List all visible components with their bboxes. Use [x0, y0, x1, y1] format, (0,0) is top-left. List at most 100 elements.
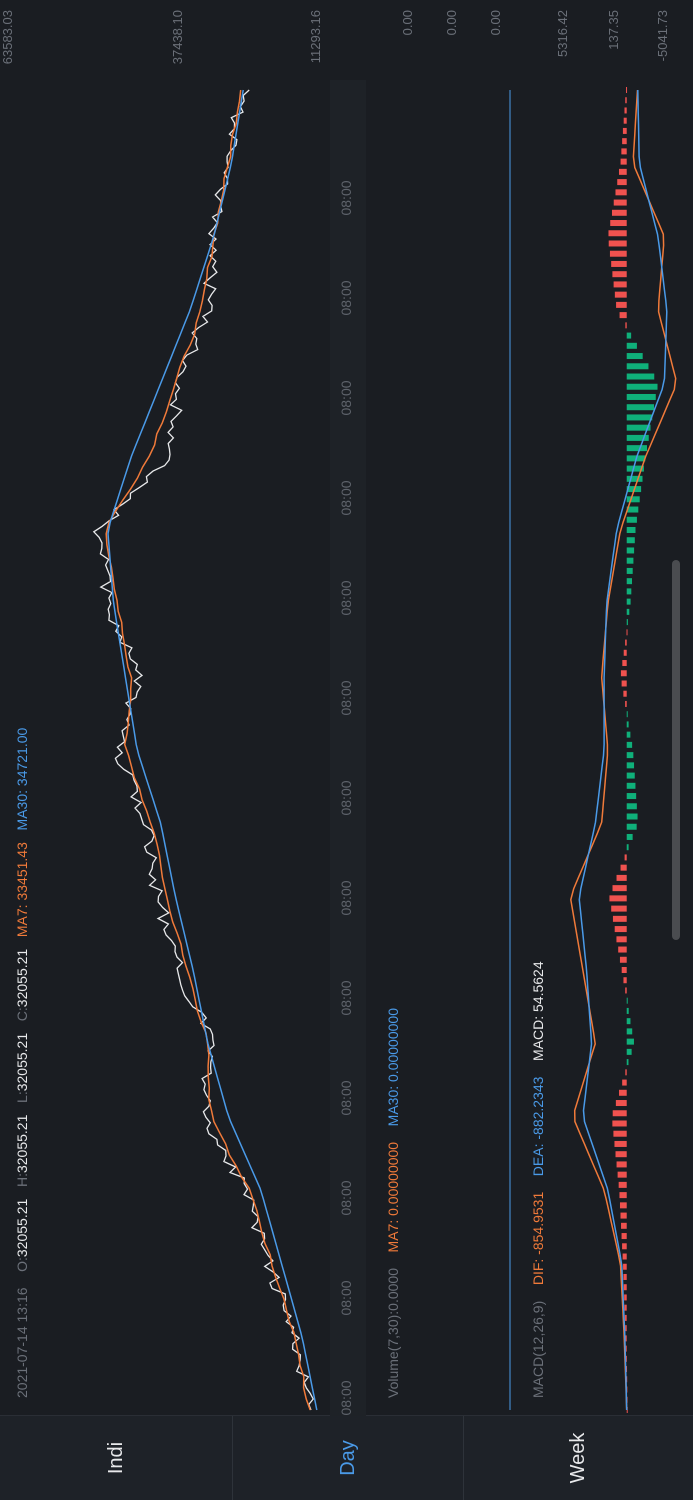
macd-histogram-bar — [613, 199, 627, 206]
macd-histogram-bar — [609, 250, 627, 257]
macd-histogram-bar — [624, 107, 627, 114]
macd-histogram-bar — [619, 1202, 627, 1209]
macd-histogram-bar — [626, 721, 629, 728]
macd-histogram-bar — [620, 158, 627, 165]
macd-histogram-bar — [626, 506, 639, 513]
macd-histogram-bar — [608, 240, 627, 247]
macd-histogram-bar — [614, 1140, 627, 1147]
macd-histogram-bar — [618, 168, 627, 175]
macd-histogram-bar — [626, 772, 635, 779]
close-line — [92, 89, 314, 1411]
macd-histogram-bar — [626, 332, 632, 339]
macd-histogram-bar — [622, 1253, 627, 1260]
macd-histogram-bar — [626, 445, 648, 452]
macd-histogram-bar — [625, 639, 627, 646]
macd-histogram-bar — [626, 782, 636, 789]
macd-histogram-bar — [626, 752, 634, 759]
macd-histogram-bar — [626, 547, 635, 554]
macd-histogram-bar — [614, 291, 627, 298]
macd-histogram-bar — [625, 97, 627, 104]
macd-histogram-bar — [619, 312, 627, 319]
macd-histogram-bar — [611, 260, 627, 267]
macd-histogram-bar — [626, 578, 633, 585]
macd-histogram-bar — [615, 1100, 627, 1107]
macd-histogram-bar — [626, 1038, 634, 1045]
macd-histogram-bar — [622, 138, 627, 145]
macd-histogram-bar — [626, 527, 636, 533]
macd-histogram-bar — [626, 1059, 629, 1066]
macd-histogram-bar — [625, 987, 627, 994]
ma30-line — [107, 89, 318, 1411]
macd-histogram-bar — [626, 87, 628, 93]
macd-histogram-bar — [623, 977, 627, 984]
macd-histogram-bar — [616, 301, 627, 308]
macd-histogram-bar — [624, 854, 627, 861]
macd-histogram-bar — [615, 1151, 627, 1158]
macd-histogram-bar — [626, 465, 644, 472]
ma7-line — [105, 89, 311, 1411]
macd-histogram-bar — [626, 342, 637, 349]
macd-histogram-bar — [626, 823, 637, 830]
macd-histogram-bar — [626, 1018, 631, 1025]
macd-histogram-bar — [626, 496, 640, 503]
macd-histogram-bar — [617, 179, 627, 186]
macd-histogram-bar — [626, 404, 655, 411]
macd-histogram-bar — [626, 414, 653, 421]
macd-histogram-bar — [626, 363, 649, 370]
macd-histogram-bar — [625, 1345, 627, 1352]
macd-histogram-bar — [616, 936, 627, 943]
macd-histogram-bar — [618, 946, 627, 953]
macd-histogram-bar — [623, 1263, 627, 1270]
macd-histogram-bar — [617, 1171, 627, 1178]
macd-histogram-bar — [621, 148, 627, 155]
macd-histogram-bar — [609, 895, 627, 902]
macd-histogram-bar — [623, 1284, 627, 1291]
macd-histogram-bar — [626, 608, 630, 615]
macd-histogram-bar — [626, 383, 658, 390]
macd-histogram-bar — [625, 1335, 627, 1342]
macd-histogram-bar — [616, 874, 627, 881]
macd-histogram-bar — [621, 1222, 627, 1229]
macd-histogram-bar — [623, 690, 627, 697]
macd-histogram-bar — [614, 926, 627, 933]
macd-histogram-bar — [615, 189, 627, 196]
macd-histogram-bar — [626, 475, 643, 482]
macd-histogram-bar — [611, 905, 627, 912]
macd-histogram-bar — [622, 660, 627, 667]
macd-histogram-bar — [626, 762, 635, 769]
macd-histogram-bar — [626, 629, 628, 636]
macd-histogram-bar — [623, 1273, 627, 1280]
macd-histogram-bar — [625, 322, 627, 329]
macd-histogram-bar — [612, 885, 627, 892]
macd-histogram-bar — [623, 649, 627, 656]
macd-histogram-bar — [625, 1069, 627, 1076]
macd-histogram-bar — [611, 209, 627, 216]
macd-histogram-bar — [623, 117, 627, 124]
macd-histogram-bar — [626, 803, 637, 810]
macd-histogram-bar — [624, 1304, 627, 1311]
macd-histogram-bar — [620, 670, 627, 677]
macd-histogram-bar — [626, 741, 633, 748]
macd-histogram-bar — [626, 537, 635, 544]
macd-histogram-bar — [621, 1233, 627, 1240]
macd-histogram-bar — [610, 220, 627, 227]
macd-histogram-bar — [626, 516, 637, 523]
macd-histogram-bar — [608, 230, 627, 237]
macd-histogram-bar — [620, 864, 627, 871]
horizontal-scrollbar[interactable] — [672, 560, 680, 940]
macd-histogram-bar — [626, 393, 656, 400]
macd-histogram-bar — [624, 1294, 627, 1301]
macd-histogram-bar — [626, 793, 637, 800]
macd-histogram-bar — [626, 711, 628, 718]
macd-histogram-bar — [626, 598, 631, 605]
macd-histogram-bar — [626, 588, 632, 595]
macd-histogram-bar — [612, 915, 627, 922]
macd-histogram-bar — [626, 844, 629, 851]
dea-line — [578, 89, 668, 1411]
macd-histogram-bar — [621, 967, 627, 973]
macd-histogram-bar — [620, 1212, 627, 1219]
macd-histogram-bar — [619, 956, 627, 963]
macd-histogram-bar — [622, 1243, 627, 1250]
